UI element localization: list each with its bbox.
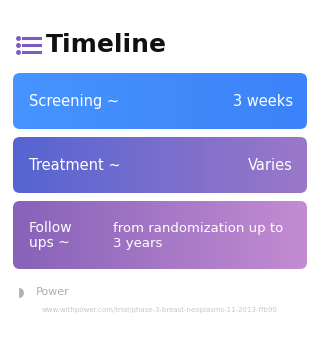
Text: 3 years: 3 years	[113, 237, 162, 249]
Text: www.withpower.com/trial/phase-3-breast-neoplasms-11-2013-ffb90: www.withpower.com/trial/phase-3-breast-n…	[42, 307, 278, 313]
FancyBboxPatch shape	[13, 73, 307, 129]
Text: Varies: Varies	[248, 158, 293, 172]
Text: Screening ~: Screening ~	[29, 93, 119, 109]
Text: Follow: Follow	[29, 221, 73, 235]
Text: ups ~: ups ~	[29, 236, 70, 250]
Text: from randomization up to: from randomization up to	[113, 221, 283, 235]
Text: 3 weeks: 3 weeks	[233, 93, 293, 109]
FancyBboxPatch shape	[13, 137, 307, 193]
Text: Timeline: Timeline	[46, 33, 167, 57]
Text: Treatment ~: Treatment ~	[29, 158, 121, 172]
Text: ◗: ◗	[18, 286, 25, 298]
FancyBboxPatch shape	[13, 201, 307, 269]
Text: Power: Power	[36, 287, 70, 297]
